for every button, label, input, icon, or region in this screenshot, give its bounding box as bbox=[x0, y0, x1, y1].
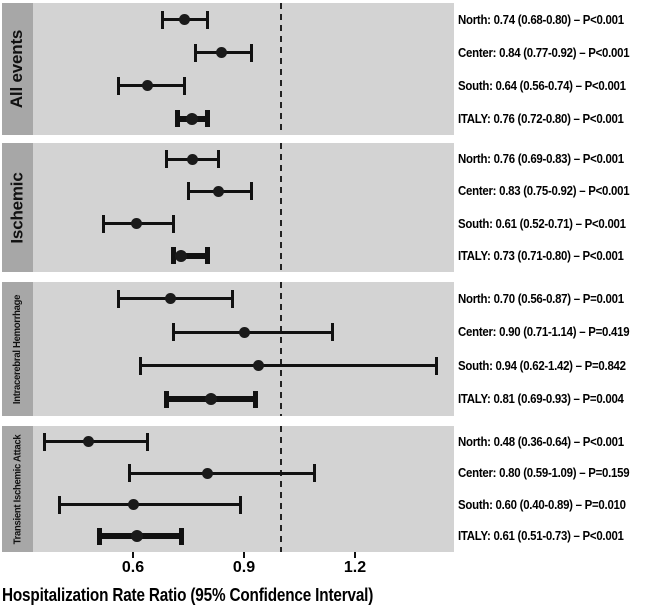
annotation-transient-ischemic-attack-center: Center: 0.80 (0.59-1.09) – P=0.159 bbox=[458, 465, 630, 481]
point-estimate-italy bbox=[186, 112, 199, 125]
point-estimate-italy bbox=[130, 530, 143, 543]
point-estimate-north bbox=[83, 436, 95, 448]
ci-cap-left-italy bbox=[97, 527, 103, 545]
ci-cap-left-north bbox=[161, 10, 165, 29]
reference-line-1-0 bbox=[280, 143, 282, 272]
ci-cap-right-italy bbox=[204, 247, 210, 265]
annotation-transient-ischemic-attack-north: North: 0.48 (0.36-0.64) – P<0.001 bbox=[458, 433, 624, 449]
ci-bar-south bbox=[59, 503, 241, 507]
ci-bar-south bbox=[140, 364, 437, 368]
annotation-intracerebral-hemorrhage-south: South: 0.94 (0.62-1.42) – P=0.842 bbox=[458, 357, 626, 373]
panel-all-events: All events bbox=[2, 3, 454, 135]
panel-label: Intracerebral Hemorrhage bbox=[12, 294, 24, 404]
annotation-intracerebral-hemorrhage-italy: ITALY: 0.81 (0.69-0.93) – P=0.004 bbox=[458, 391, 624, 407]
x-tick-mark-0-9 bbox=[243, 552, 245, 558]
ci-cap-left-south bbox=[116, 76, 120, 95]
annotation-all-events-italy: ITALY: 0.76 (0.72-0.80) – P<0.001 bbox=[458, 110, 624, 126]
ci-cap-left-center bbox=[172, 323, 176, 342]
panel-label: Transient Ischemic Attack bbox=[12, 434, 24, 544]
annotation-all-events-center: Center: 0.84 (0.77-0.92) – P<0.001 bbox=[458, 44, 630, 60]
point-estimate-south bbox=[253, 360, 265, 372]
ci-bar-north bbox=[44, 440, 148, 444]
reference-line-1-0 bbox=[280, 282, 282, 416]
point-estimate-south bbox=[127, 499, 139, 511]
annotation-transient-ischemic-attack-italy: ITALY: 0.61 (0.51-0.73) – P<0.001 bbox=[458, 528, 624, 544]
annotation-all-events-south: South: 0.64 (0.56-0.74) – P<0.001 bbox=[458, 77, 626, 93]
annotation-ischemic-italy: ITALY: 0.73 (0.71-0.80) – P<0.001 bbox=[458, 247, 624, 263]
panel-label: All events bbox=[7, 29, 27, 109]
point-estimate-italy bbox=[175, 249, 188, 262]
ci-cap-right-south bbox=[172, 214, 176, 233]
point-estimate-north bbox=[164, 293, 176, 305]
ci-cap-right-south bbox=[238, 495, 242, 514]
ci-bar-center bbox=[173, 330, 333, 334]
x-tick-label-0-9: 0.9 bbox=[232, 559, 256, 576]
panel-label: Ischemic bbox=[7, 171, 27, 244]
ci-cap-left-italy bbox=[163, 390, 169, 408]
ci-cap-left-center bbox=[194, 43, 198, 62]
ci-cap-right-north bbox=[231, 289, 235, 308]
point-estimate-north bbox=[179, 14, 191, 25]
annotation-ischemic-center: Center: 0.83 (0.75-0.92) – P<0.001 bbox=[458, 183, 630, 199]
annotation-intracerebral-hemorrhage-center: Center: 0.90 (0.71-1.14) – P=0.419 bbox=[458, 324, 630, 340]
ci-cap-left-north bbox=[164, 150, 168, 169]
ci-cap-right-italy bbox=[178, 527, 184, 545]
ci-cap-left-south bbox=[57, 495, 61, 514]
ci-cap-left-south bbox=[138, 356, 142, 375]
x-tick-label-1-2: 1.2 bbox=[343, 559, 367, 576]
ci-cap-left-center bbox=[127, 464, 131, 483]
ci-bar-italy bbox=[173, 252, 207, 259]
ci-cap-right-center bbox=[312, 464, 316, 483]
point-estimate-center bbox=[238, 326, 250, 338]
point-estimate-center bbox=[201, 467, 213, 479]
ci-cap-right-north bbox=[146, 432, 150, 451]
ci-cap-right-italy bbox=[204, 110, 210, 127]
reference-line-1-0 bbox=[280, 426, 282, 552]
reference-line-1-0 bbox=[280, 3, 282, 135]
point-estimate-center bbox=[212, 185, 224, 197]
ci-cap-right-south bbox=[434, 356, 438, 375]
annotation-ischemic-south: South: 0.61 (0.52-0.71) – P<0.001 bbox=[458, 215, 626, 231]
ci-cap-right-north bbox=[216, 150, 220, 169]
ci-cap-left-italy bbox=[171, 247, 177, 265]
panel-transient-ischemic-attack: Transient Ischemic Attack bbox=[2, 426, 454, 552]
point-estimate-center bbox=[216, 47, 228, 58]
ci-cap-left-north bbox=[116, 289, 120, 308]
ci-cap-right-south bbox=[183, 76, 187, 95]
annotation-ischemic-north: North: 0.76 (0.69-0.83) – P<0.001 bbox=[458, 151, 624, 167]
panel-label-strip-transient-ischemic-attack: Transient Ischemic Attack bbox=[2, 426, 33, 552]
ci-cap-left-center bbox=[187, 182, 190, 201]
ci-bar-north bbox=[118, 297, 233, 301]
panel-label-strip-all-events: All events bbox=[2, 3, 33, 135]
x-tick-mark-0-6 bbox=[132, 552, 134, 558]
point-estimate-south bbox=[131, 218, 143, 230]
ci-cap-left-north bbox=[42, 432, 46, 451]
ci-cap-left-italy bbox=[174, 110, 180, 127]
panel-label-strip-ischemic: Ischemic bbox=[2, 143, 33, 272]
ci-cap-right-center bbox=[249, 182, 253, 201]
point-estimate-italy bbox=[204, 393, 217, 406]
ci-bar-center bbox=[129, 471, 315, 475]
ci-cap-right-center bbox=[249, 43, 253, 62]
point-estimate-south bbox=[142, 80, 154, 91]
annotation-all-events-north: North: 0.74 (0.68-0.80) – P<0.001 bbox=[458, 11, 624, 27]
point-estimate-north bbox=[186, 153, 198, 165]
x-tick-mark-1-2 bbox=[354, 552, 356, 558]
panel-intracerebral-hemorrhage: Intracerebral Hemorrhage bbox=[2, 282, 454, 416]
ci-cap-right-center bbox=[331, 323, 335, 342]
x-axis-title: Hospitalization Rate Ratio (95% Confiden… bbox=[2, 585, 374, 605]
ci-cap-left-south bbox=[101, 214, 105, 233]
panel-ischemic: Ischemic bbox=[2, 143, 454, 272]
panel-label-strip-intracerebral-hemorrhage: Intracerebral Hemorrhage bbox=[2, 282, 33, 416]
ci-cap-right-italy bbox=[252, 390, 258, 408]
annotation-intracerebral-hemorrhage-north: North: 0.70 (0.56-0.87) – P=0.001 bbox=[458, 290, 624, 306]
x-tick-label-0-6: 0.6 bbox=[121, 559, 145, 576]
annotation-transient-ischemic-attack-south: South: 0.60 (0.40-0.89) – P=0.010 bbox=[458, 496, 626, 512]
ci-cap-right-north bbox=[205, 10, 209, 29]
